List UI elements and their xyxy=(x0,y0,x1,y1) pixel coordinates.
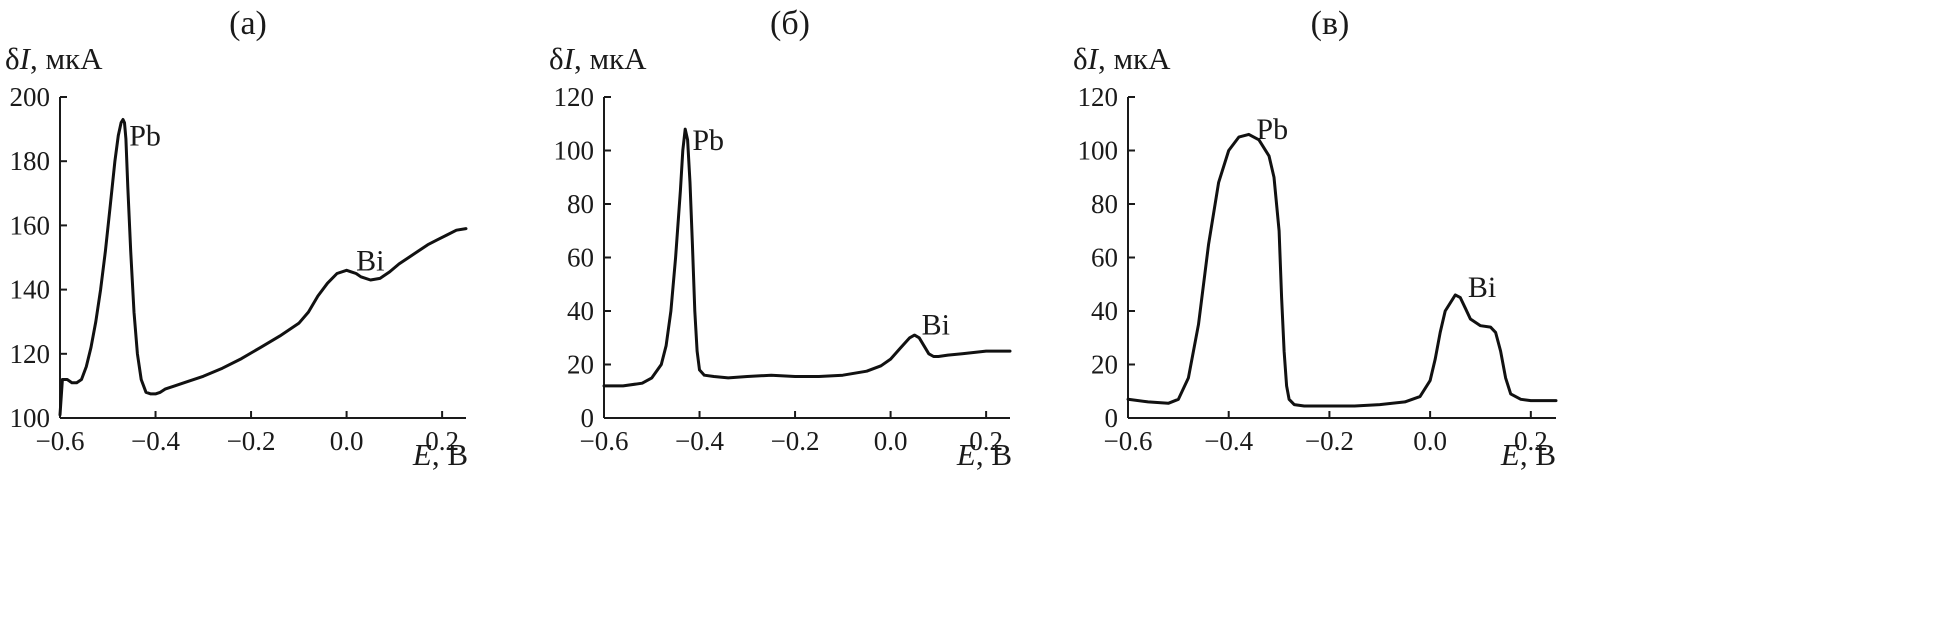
panel-title-a: (а) xyxy=(229,5,267,42)
y-tick-label: 120 xyxy=(1078,82,1119,112)
panel-title-c: (в) xyxy=(1311,5,1350,42)
x-axis-label: E, В xyxy=(1500,437,1556,472)
peak-label-bi: Bi xyxy=(1468,271,1496,304)
x-tick-label: −0.4 xyxy=(1204,426,1253,456)
y-tick-label: 40 xyxy=(1091,296,1118,326)
series-line xyxy=(58,118,468,417)
panel-title-b: (б) xyxy=(770,5,810,42)
x-tick-label: 0.2 xyxy=(969,426,1003,456)
x-tick-label: −0.4 xyxy=(675,426,724,456)
y-tick-label: 140 xyxy=(10,275,51,305)
y-tick-label: 120 xyxy=(10,339,51,369)
peak-label-pb: Pb xyxy=(129,120,161,153)
y-tick-label: 120 xyxy=(554,82,595,112)
peak-label-pb: Pb xyxy=(692,124,724,157)
x-tick-label: −0.2 xyxy=(227,426,276,456)
x-axis-label: E, В xyxy=(412,437,468,472)
x-axis-label: E, В xyxy=(956,437,1012,472)
peak-label-bi: Bi xyxy=(356,245,384,278)
y-tick-label: 100 xyxy=(10,403,51,433)
y-tick-label: 200 xyxy=(10,82,51,112)
y-tick-label: 0 xyxy=(581,403,595,433)
y-axis-label: δI, мкА xyxy=(1073,41,1171,76)
x-tick-label: −0.2 xyxy=(1305,426,1354,456)
y-tick-label: 60 xyxy=(1091,243,1118,273)
chart-panel-b: (б) δI, мкА E, В 0 20 40 60 80 100 120 −0.6 −0.4 −0.… xyxy=(549,5,1012,472)
x-tick-label: −0.6 xyxy=(1104,426,1153,456)
chart-panel-a: (а) δI, мкА E, В 100 120 140 160 180 200 −0.6 −0.4… xyxy=(5,5,468,472)
x-tick-label: −0.4 xyxy=(131,426,180,456)
x-tick-label: 0.0 xyxy=(1413,426,1447,456)
peak-label-pb: Pb xyxy=(1256,113,1288,146)
x-tick-label: 0.0 xyxy=(330,426,364,456)
y-tick-label: 20 xyxy=(567,350,594,380)
y-tick-label: 100 xyxy=(1078,136,1119,166)
y-tick-label: 60 xyxy=(567,243,594,273)
y-tick-label: 40 xyxy=(567,296,594,326)
y-axis-label: δI, мкА xyxy=(549,41,647,76)
y-tick-label: 100 xyxy=(554,136,595,166)
x-tick-label: 0.2 xyxy=(1514,426,1548,456)
y-tick-label: 180 xyxy=(10,146,51,176)
series-line xyxy=(1126,132,1558,408)
series-line xyxy=(602,127,1012,388)
y-tick-label: 0 xyxy=(1105,403,1119,433)
y-tick-label: 80 xyxy=(567,189,594,219)
peak-label-bi: Bi xyxy=(922,308,950,341)
y-tick-label: 80 xyxy=(1091,189,1118,219)
y-tick-label: 160 xyxy=(10,210,51,240)
x-tick-label: 0.2 xyxy=(425,426,459,456)
x-tick-label: 0.0 xyxy=(874,426,908,456)
y-tick-label: 20 xyxy=(1091,350,1118,380)
y-axis-label: δI, мкА xyxy=(5,41,103,76)
x-tick-label: −0.6 xyxy=(36,426,85,456)
x-tick-label: −0.2 xyxy=(771,426,820,456)
chart-panel-c: (в) δI, мкА E, В 0 20 40 60 80 100 120 −0.6 −0.4 −0.… xyxy=(1073,5,1558,472)
x-tick-label: −0.6 xyxy=(580,426,629,456)
